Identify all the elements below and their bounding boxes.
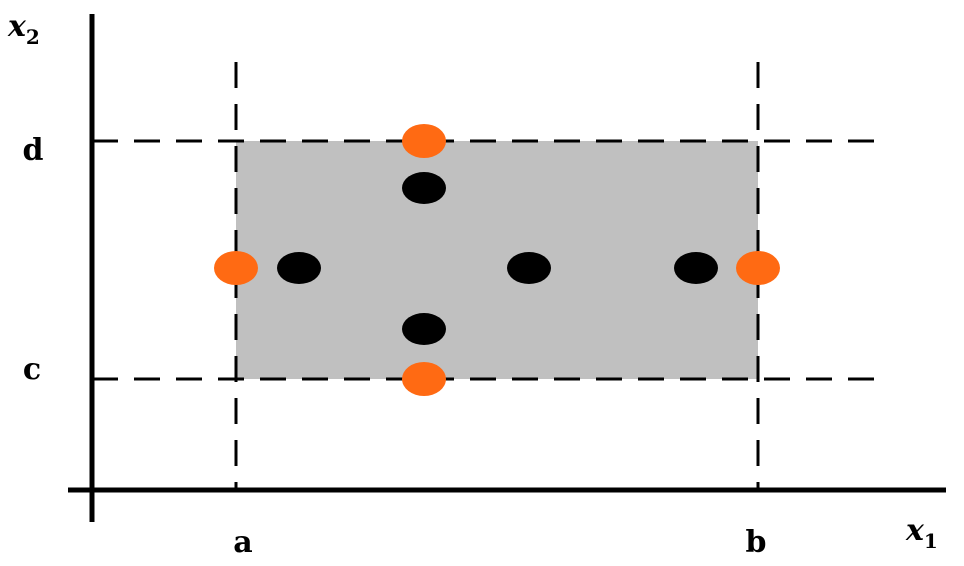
tick-label-c: c (23, 352, 41, 387)
boundary-point-top (402, 124, 446, 158)
x2-axis-label: x2 (7, 9, 40, 49)
interior-point-top (402, 172, 446, 204)
interior-point-left (277, 252, 321, 284)
x1-axis-label-sub: 1 (924, 529, 938, 553)
tick-label-d: d (23, 133, 44, 168)
x2-axis-label-sub: 2 (26, 25, 40, 49)
interior-point-bottom (402, 313, 446, 345)
x1-axis-label: x1 (905, 513, 938, 553)
boundary-point-right (736, 251, 780, 285)
x2-axis-label-main: x (7, 9, 27, 44)
tick-label-b: b (746, 525, 767, 560)
tick-label-a: a (233, 525, 252, 560)
boundary-point-left (214, 251, 258, 285)
interior-point-right (674, 252, 718, 284)
boundary-point-bottom (402, 362, 446, 396)
x1-axis-label-main: x (905, 513, 925, 548)
interior-point-center (507, 252, 551, 284)
